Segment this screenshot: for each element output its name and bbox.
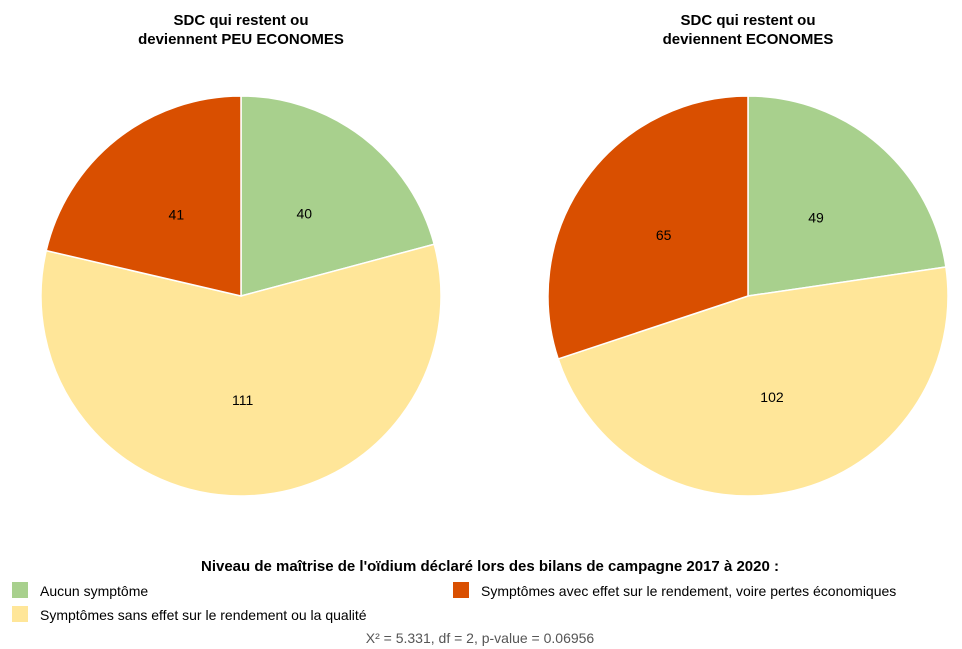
chart-title-line-1: SDC qui restent ou [680,12,815,29]
pie-data-label-avec-effet: 41 [169,207,185,223]
legend-label-aucun-symptome: Aucun symptôme [40,583,148,599]
pie-slice-sans-effet [40,243,442,497]
legend-label-avec-effet: Symptômes avec effet sur le rendement, v… [481,583,896,599]
pie-slice-aucun-symptome [747,95,947,297]
legend-title: Niveau de maîtrise de l'oïdium déclaré l… [201,558,779,575]
legend-swatch-aucun-symptome [12,582,28,598]
pie-chart-economes: SDC qui restent ou deviennent ECONOMES 4… [547,12,949,497]
pie-data-label-avec-effet: 65 [656,227,672,243]
pie-slice-avec-effet [45,95,242,297]
chart-title-line-2: deviennent PEU ECONOMES [138,31,344,48]
pie-labels: 40 111 41 [169,205,313,407]
legend-label-sans-effet: Symptômes sans effet sur le rendement ou… [40,607,367,623]
chart-title-line-2: deviennent ECONOMES [663,31,834,48]
pie-slices [40,95,442,497]
pie-data-label-sans-effet: 102 [760,389,784,405]
pie-slice-sans-effet [557,266,949,497]
chart-title-line-1: SDC qui restent ou [173,12,308,29]
legend-swatch-sans-effet [12,606,28,622]
pie-data-label-aucun-symptome: 49 [808,209,824,225]
pie-data-label-aucun-symptome: 40 [297,205,313,221]
legend: Niveau de maîtrise de l'oïdium déclaré l… [12,558,896,623]
pie-slice-aucun-symptome [240,95,436,297]
legend-swatch-avec-effet [453,582,469,598]
stats-caption: X² = 5.331, df = 2, p-value = 0.06956 [366,630,595,646]
pie-labels: 49 102 65 [656,209,824,405]
pie-slice-avec-effet [547,95,749,360]
pie-chart-peu-economes: SDC qui restent ou deviennent PEU ECONOM… [40,12,442,497]
pie-slices [547,95,949,497]
pie-data-label-sans-effet: 111 [232,392,253,408]
